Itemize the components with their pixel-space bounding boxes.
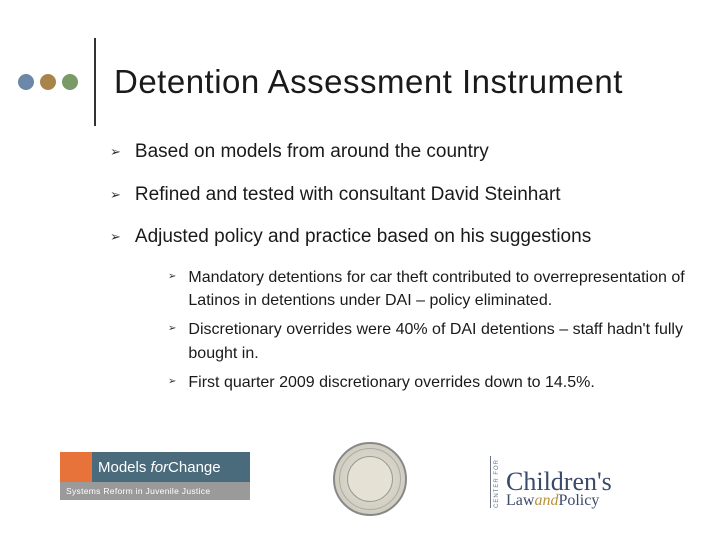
dot-3 bbox=[62, 74, 78, 90]
childrens-law-policy-logo: CENTER FOR Children's LawandPolicy bbox=[490, 450, 660, 508]
clp-line1: Children's bbox=[506, 470, 612, 493]
bullet-item: ➢ Based on models from around the countr… bbox=[110, 140, 700, 165]
sub-bullet-item: ➢ Mandatory detentions for car theft con… bbox=[168, 266, 700, 312]
accent-dots bbox=[18, 74, 78, 90]
bullet-list: ➢ Based on models from around the countr… bbox=[110, 140, 700, 400]
bullet-marker-icon: ➢ bbox=[110, 187, 121, 203]
dot-1 bbox=[18, 74, 34, 90]
mfc-word: Models bbox=[98, 459, 146, 476]
sub-bullet-marker-icon: ➢ bbox=[168, 271, 176, 282]
bullet-text: Refined and tested with consultant David… bbox=[135, 183, 561, 208]
bullet-item: ➢ Refined and tested with consultant Dav… bbox=[110, 183, 700, 208]
clp-center-for: CENTER FOR bbox=[490, 456, 500, 508]
bullet-text: Based on models from around the country bbox=[135, 140, 489, 165]
bullet-text: Adjusted policy and practice based on hi… bbox=[135, 225, 591, 250]
sub-bullet-item: ➢ First quarter 2009 discretionary overr… bbox=[168, 371, 700, 394]
footer-logos: Models forChange Systems Reform in Juven… bbox=[60, 442, 660, 516]
sub-bullet-item: ➢ Discretionary overrides were 40% of DA… bbox=[168, 318, 700, 364]
mfc-orange-block bbox=[60, 452, 92, 482]
mfc-top-bar: Models forChange bbox=[60, 452, 250, 482]
clp-word: Policy bbox=[558, 492, 599, 509]
sub-bullet-text: First quarter 2009 discretionary overrid… bbox=[188, 371, 594, 394]
bullet-item: ➢ Adjusted policy and practice based on … bbox=[110, 225, 700, 250]
mfc-word: Change bbox=[168, 459, 221, 476]
sub-bullet-marker-icon: ➢ bbox=[168, 376, 176, 387]
mfc-subtitle: Systems Reform in Juvenile Justice bbox=[60, 482, 250, 500]
sub-bullet-list: ➢ Mandatory detentions for car theft con… bbox=[168, 266, 700, 394]
mfc-word: for bbox=[151, 459, 169, 476]
slide-title: Detention Assessment Instrument bbox=[114, 63, 623, 101]
sub-bullet-text: Mandatory detentions for car theft contr… bbox=[188, 266, 700, 312]
bullet-marker-icon: ➢ bbox=[110, 144, 121, 160]
county-seal-logo bbox=[333, 442, 407, 516]
sub-bullet-marker-icon: ➢ bbox=[168, 323, 176, 334]
dot-2 bbox=[40, 74, 56, 90]
vertical-divider bbox=[94, 38, 96, 126]
clp-word-and: and bbox=[534, 492, 558, 509]
clp-word: Law bbox=[506, 492, 534, 509]
models-for-change-logo: Models forChange Systems Reform in Juven… bbox=[60, 452, 250, 506]
sub-bullet-text: Discretionary overrides were 40% of DAI … bbox=[188, 318, 700, 364]
clp-main-text: Children's LawandPolicy bbox=[506, 470, 612, 508]
seal-ring bbox=[339, 448, 401, 510]
bullet-marker-icon: ➢ bbox=[110, 229, 121, 245]
clp-line2: LawandPolicy bbox=[506, 494, 612, 508]
mfc-title: Models forChange bbox=[92, 452, 250, 482]
slide-header: Detention Assessment Instrument bbox=[18, 38, 710, 126]
